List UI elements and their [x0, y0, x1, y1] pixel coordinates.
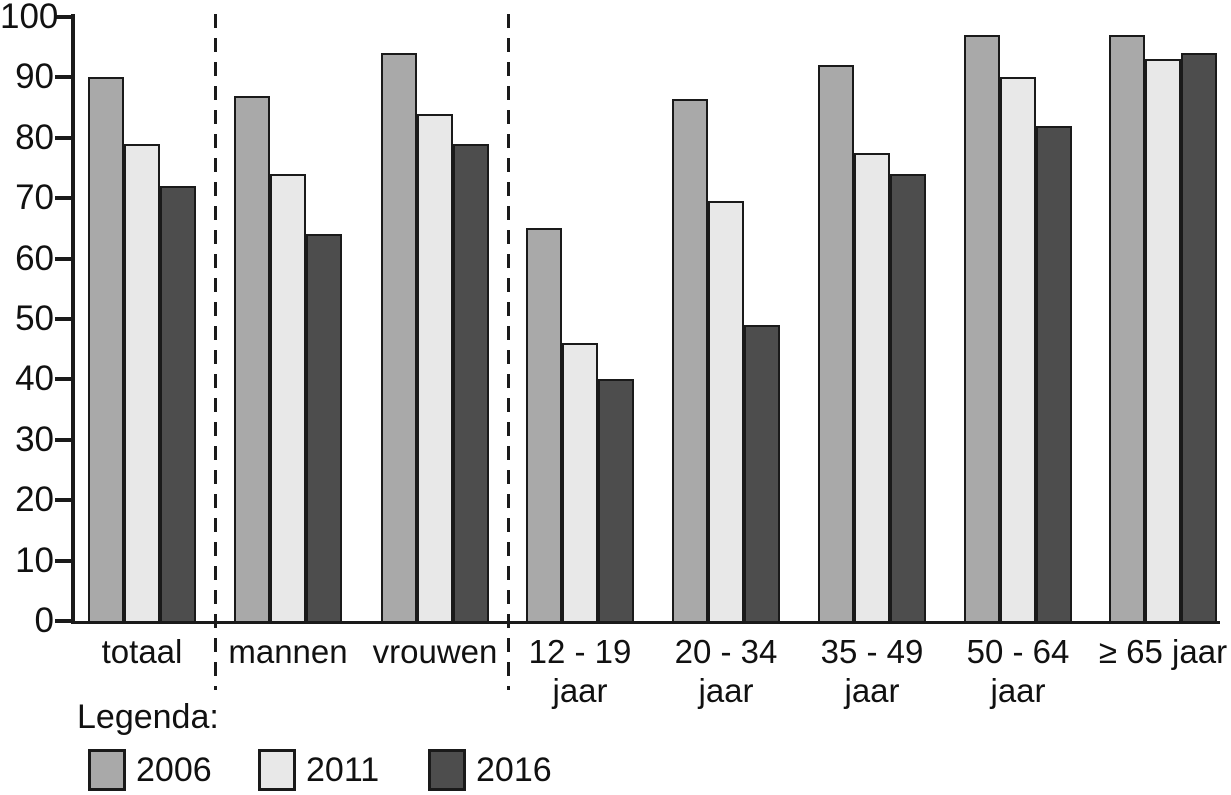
bar-2011-12-19jaar — [562, 343, 598, 623]
x-category-label-line: mannen — [228, 633, 348, 670]
bar-2006-12-19jaar — [526, 228, 562, 623]
x-category-label: mannen — [213, 632, 363, 671]
y-tick-label: 60 — [15, 238, 54, 278]
bar-2016-≥65jaar — [1181, 53, 1217, 623]
group-separator — [507, 14, 510, 690]
y-tick — [55, 619, 71, 623]
x-category-label-line: ≥ 65 jaar — [1098, 633, 1228, 670]
legend-entry-2016: 2016 — [428, 748, 552, 792]
y-tick — [55, 75, 71, 80]
y-tick-label: 30 — [15, 419, 54, 459]
bar-2011-mannen — [270, 174, 306, 623]
bar-2016-vrouwen — [453, 143, 489, 623]
y-tick-label: 10 — [15, 540, 54, 580]
legend-entry-2006: 2006 — [88, 748, 212, 792]
bar-2006-35-49jaar — [818, 65, 854, 623]
bar-2016-totaal — [160, 186, 196, 623]
x-category-label-line: 20 - 34 — [674, 633, 778, 670]
legend-swatch-icon — [88, 749, 126, 791]
legend-swatch-icon — [258, 749, 296, 791]
bar-2011-20-34jaar — [708, 201, 744, 623]
x-category-label: 50 - 64 jaar — [943, 632, 1093, 710]
x-category-label-line: jaar — [698, 672, 754, 709]
bar-2016-20-34jaar — [744, 325, 780, 623]
x-axis-line — [71, 621, 1220, 624]
x-category-label: ≥ 65 jaar — [1088, 632, 1231, 671]
y-tick — [55, 256, 71, 261]
y-tick — [55, 135, 71, 140]
y-tick-label: 0 — [34, 601, 54, 640]
bar-2016-12-19jaar — [598, 379, 634, 623]
y-tick — [55, 558, 71, 563]
y-tick — [55, 317, 71, 321]
y-tick-label: 80 — [15, 117, 54, 157]
y-tick-label: 90 — [15, 57, 54, 97]
legend-entry-2011: 2011 — [258, 748, 379, 792]
y-tick — [55, 498, 71, 503]
x-category-label-line: 50 - 64 — [966, 633, 1070, 670]
x-category-label-line: vrouwen — [372, 633, 498, 670]
x-category-label-line: jaar — [990, 672, 1046, 709]
y-tick-label: 20 — [15, 480, 54, 520]
x-category-label: totaal — [67, 632, 217, 671]
y-tick-label: 40 — [15, 359, 54, 399]
legend-label: 2006 — [136, 750, 212, 789]
bar-2006-mannen — [234, 95, 270, 623]
bar-2006-totaal — [88, 77, 124, 623]
bar-2011-35-49jaar — [854, 152, 890, 623]
bar-2016-50-64jaar — [1036, 125, 1072, 623]
y-tick — [55, 15, 71, 19]
x-category-label-line: totaal — [101, 633, 183, 670]
bar-2016-mannen — [306, 234, 342, 623]
legend-label: 2016 — [476, 750, 552, 789]
x-category-label-line: 12 - 19 — [528, 633, 632, 670]
legend-swatch-icon — [428, 749, 466, 791]
legend-title: Legenda: — [77, 698, 219, 736]
y-tick — [55, 437, 71, 442]
x-category-label-line: 35 - 49 — [820, 633, 924, 670]
y-tick-label: 100 — [0, 0, 59, 36]
y-tick-label: 70 — [15, 178, 54, 218]
x-category-label: 12 - 19 jaar — [505, 632, 655, 710]
bar-2006-≥65jaar — [1109, 35, 1145, 623]
y-tick — [55, 196, 71, 201]
x-category-label: 20 - 34 jaar — [651, 632, 801, 710]
bar-2011-vrouwen — [417, 113, 453, 623]
x-category-label-line: jaar — [552, 672, 608, 709]
y-tick-label: 50 — [15, 299, 54, 338]
bar-2011-totaal — [124, 143, 160, 623]
group-separator — [214, 14, 217, 690]
bar-2006-20-34jaar — [672, 98, 708, 623]
y-tick — [55, 377, 71, 382]
y-axis-line — [71, 14, 75, 624]
legend-label: 2011 — [306, 750, 380, 789]
bar-2006-50-64jaar — [964, 35, 1000, 623]
x-category-label: vrouwen — [360, 632, 510, 671]
bar-2011-≥65jaar — [1145, 59, 1181, 623]
bar-2006-vrouwen — [381, 53, 417, 623]
bar-2016-35-49jaar — [890, 174, 926, 623]
x-category-label: 35 - 49 jaar — [797, 632, 947, 710]
bar-2011-50-64jaar — [1000, 77, 1036, 623]
x-category-label-line: jaar — [844, 672, 900, 709]
